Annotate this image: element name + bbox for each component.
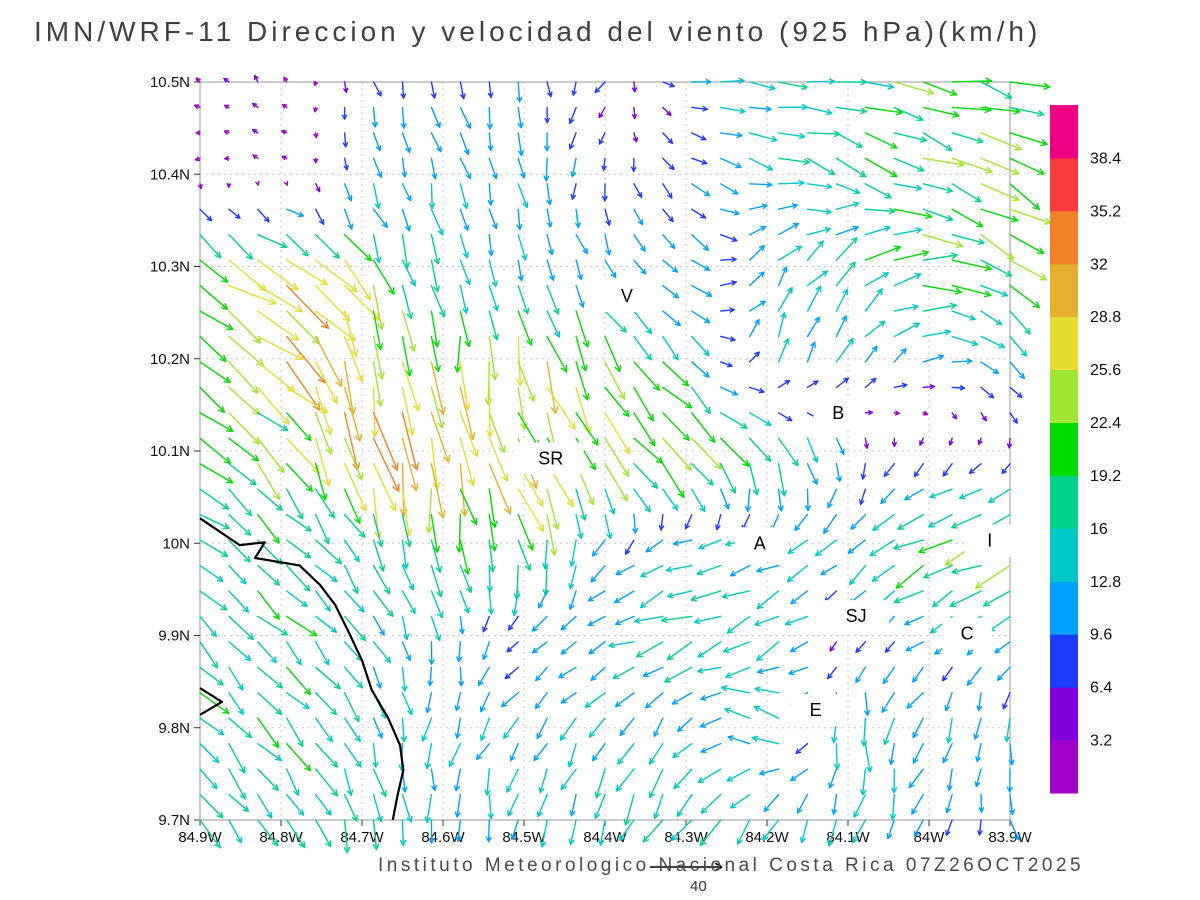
- x-tick-label: 84.3W: [664, 829, 708, 846]
- wind-arrows: [193, 74, 1052, 854]
- colorbar-tick-label: 22.4: [1090, 415, 1121, 432]
- colorbar-segment: [1050, 740, 1078, 794]
- x-tick-label: 84.7W: [340, 829, 384, 846]
- vector-scale-label: 40: [690, 878, 707, 895]
- station-mask: [964, 524, 1015, 557]
- colorbar-segment: [1050, 157, 1078, 212]
- x-tick-label: 83.9W: [988, 829, 1032, 846]
- chart-title: IMN/WRF-11 Direccion y velocidad del vie…: [34, 16, 1042, 47]
- station-label: SR: [538, 448, 563, 468]
- axis-labels: 10.5N 10.4N 10.3N 10.2N 10.1N 10N 9.9N 9.8N 9.7N…: [150, 74, 1033, 846]
- x-tick-label: 84.1W: [826, 829, 870, 846]
- y-tick-label: 9.7N: [158, 812, 190, 829]
- station-label: E: [810, 700, 822, 720]
- colorbar-tick-label: 38.4: [1090, 150, 1121, 167]
- colorbar-segment: [1050, 369, 1078, 424]
- y-tick-label: 10N: [162, 535, 190, 552]
- station-mask: [790, 694, 841, 727]
- station-mask: [823, 600, 890, 633]
- colorbar: 3.2 6.4 9.6 12.8 16 19.2 22.4 25.6 28.8 32 35.2 38.…: [1050, 105, 1121, 794]
- station-mask: [813, 397, 864, 430]
- station-label: C: [961, 624, 974, 644]
- colorbar-tick-label: 28.8: [1090, 309, 1121, 326]
- coastline-path: [199, 687, 223, 716]
- y-tick-label: 10.4N: [150, 166, 190, 183]
- x-tick-label: 84W: [914, 829, 946, 846]
- y-tick-label: 9.8N: [158, 720, 190, 737]
- y-tick-label: 10.2N: [150, 351, 190, 368]
- colorbar-segment: [1050, 634, 1078, 688]
- y-tick-label: 9.9N: [158, 628, 190, 645]
- colorbar-tick-label: 19.2: [1090, 468, 1121, 485]
- colorbar-segment: [1050, 687, 1078, 741]
- colorbar-tick-label: 16: [1090, 521, 1108, 538]
- colorbar-tick-label: 3.2: [1090, 733, 1112, 750]
- reference-vector: [650, 862, 723, 872]
- x-tick-label: 84.8W: [259, 829, 303, 846]
- station-label: B: [832, 403, 844, 423]
- coastline-path: [199, 517, 405, 821]
- y-tick-label: 10.5N: [150, 74, 190, 91]
- colorbar-segment: [1050, 316, 1078, 371]
- footer-text: Instituto Meteorologico Nacional Costa R…: [378, 855, 1085, 876]
- colorbar-segment: [1050, 581, 1078, 635]
- colorbar-segment: [1050, 475, 1078, 529]
- station-label: V: [621, 286, 633, 306]
- station-mask: [734, 527, 785, 560]
- coastline: [199, 517, 405, 821]
- colorbar-tick-label: 12.8: [1090, 574, 1121, 591]
- stations: V B SR A I SJ C E: [517, 280, 1015, 727]
- x-tick-label: 84.4W: [583, 829, 627, 846]
- station-mask: [942, 617, 993, 650]
- colorbar-tick-label: 32: [1090, 256, 1108, 273]
- station-label: SJ: [846, 606, 867, 626]
- colorbar-segment: [1050, 105, 1078, 159]
- station-label: I: [987, 530, 992, 550]
- colorbar-segment: [1050, 263, 1078, 318]
- x-tick-label: 84.5W: [502, 829, 546, 846]
- colorbar-segment: [1050, 422, 1078, 476]
- colorbar-tick-label: 9.6: [1090, 627, 1112, 644]
- colorbar-segment: [1050, 210, 1078, 265]
- colorbar-tick-label: 25.6: [1090, 362, 1121, 379]
- station-mask: [601, 280, 652, 313]
- y-tick-label: 10.3N: [150, 259, 190, 276]
- y-tick-label: 10.1N: [150, 443, 190, 460]
- colorbar-segment: [1050, 528, 1078, 582]
- colorbar-tick-label: 35.2: [1090, 203, 1121, 220]
- station-mask: [517, 442, 584, 475]
- station-label: A: [754, 533, 766, 553]
- x-tick-label: 84.9W: [178, 829, 222, 846]
- colorbar-tick-label: 6.4: [1090, 680, 1112, 697]
